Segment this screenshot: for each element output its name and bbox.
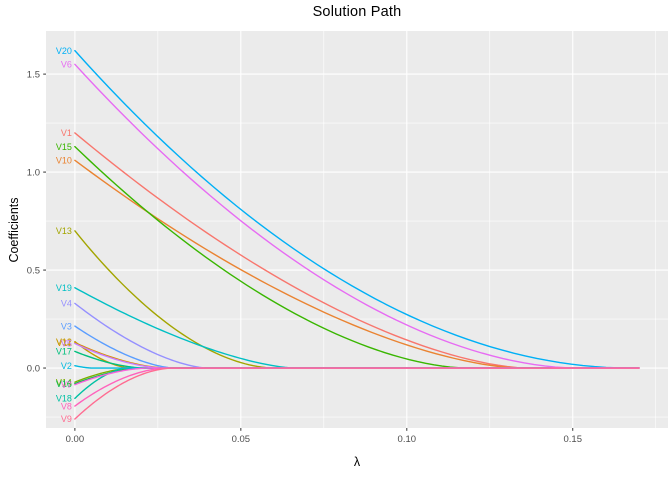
series-label-V19: V19 bbox=[56, 283, 72, 293]
series-line-V2 bbox=[74, 364, 640, 369]
series-line-V7 bbox=[74, 367, 640, 386]
series-line-V19 bbox=[74, 287, 640, 369]
series-label-V3: V3 bbox=[61, 321, 72, 331]
series-line-V13 bbox=[74, 230, 640, 369]
series-line-V3 bbox=[74, 325, 640, 369]
series-label-V10: V10 bbox=[56, 156, 72, 166]
series-label-V2: V2 bbox=[61, 361, 72, 371]
chart-title: Solution Path bbox=[312, 4, 402, 20]
series-label-V9: V9 bbox=[61, 414, 72, 424]
series-label-V18: V18 bbox=[56, 394, 72, 404]
series-line-V4 bbox=[74, 302, 640, 369]
series-line-V20 bbox=[74, 49, 640, 369]
series-label-V14: V14 bbox=[56, 377, 72, 387]
series-label-V4: V4 bbox=[61, 299, 72, 309]
x-axis-title: λ bbox=[353, 455, 361, 469]
series-label-V20: V20 bbox=[56, 46, 72, 56]
series-line-V8 bbox=[74, 367, 640, 407]
y-tick-label: 0.0 bbox=[27, 363, 40, 374]
panel-background bbox=[46, 31, 668, 428]
x-tick-label: 0.10 bbox=[398, 434, 417, 445]
series-line-V9 bbox=[74, 367, 640, 420]
series-label-V11: V11 bbox=[57, 338, 72, 348]
series-label-V8: V8 bbox=[61, 401, 72, 411]
x-tick-label: 0.00 bbox=[66, 434, 85, 445]
series-label-V1: V1 bbox=[61, 128, 72, 138]
y-tick-label: 1.5 bbox=[27, 70, 40, 81]
series-line-V5 bbox=[74, 342, 640, 369]
series-label-V12: V12 bbox=[56, 337, 72, 347]
y-tick-label: 0.5 bbox=[27, 265, 40, 276]
y-axis-title: Coefficients bbox=[7, 197, 21, 263]
x-tick-label: 0.05 bbox=[232, 434, 251, 445]
series-label-V13: V13 bbox=[56, 226, 72, 236]
series-label-V15: V15 bbox=[56, 142, 72, 152]
x-tick-label: 0.15 bbox=[563, 434, 582, 445]
series-line-V6 bbox=[74, 63, 640, 369]
series-label-V6: V6 bbox=[61, 60, 72, 70]
series-line-V1 bbox=[74, 132, 640, 369]
series-line-V12 bbox=[74, 340, 640, 369]
series-label-V17: V17 bbox=[56, 347, 72, 357]
series-line-V18 bbox=[74, 367, 640, 400]
series-line-V15 bbox=[74, 145, 640, 369]
series-label-V5: V5 bbox=[61, 339, 72, 349]
series-label-V7: V7 bbox=[61, 380, 72, 390]
y-tick-label: 1.0 bbox=[27, 167, 40, 178]
series-label-V16: V16 bbox=[56, 379, 72, 389]
